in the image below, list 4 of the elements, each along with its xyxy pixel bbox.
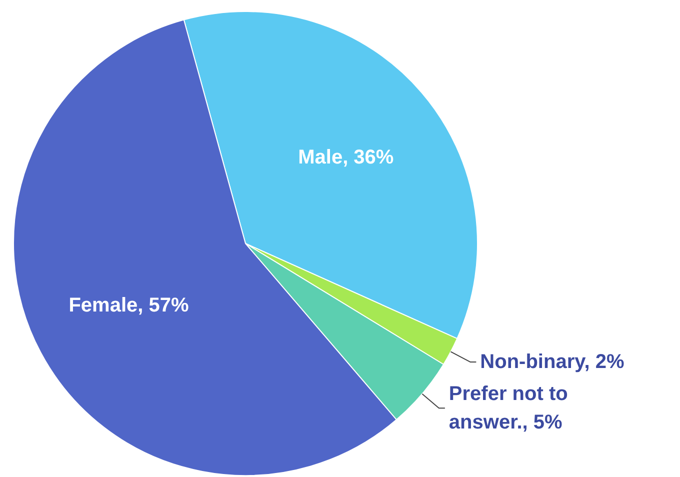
slice-label: Non-binary, 2% xyxy=(480,350,624,373)
slice-label: Prefer not to answer., 5% xyxy=(448,382,568,434)
slice-label: Male, 36% xyxy=(298,146,394,168)
slice-label: Female, 57% xyxy=(68,294,189,317)
